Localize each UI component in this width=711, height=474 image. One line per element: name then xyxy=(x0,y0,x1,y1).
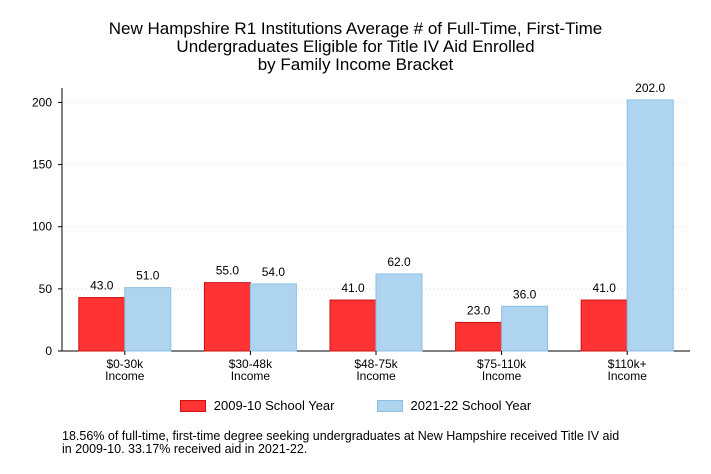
bar-series-1-1 xyxy=(78,297,126,352)
footnote-line-1: 18.56% of full-time, first-time degree s… xyxy=(62,429,620,443)
bar-series-2-2 xyxy=(249,283,297,352)
chart-title-line-3: by Family Income Bracket xyxy=(257,55,454,74)
data-label-series-2-5: 202.0 xyxy=(635,81,665,95)
bar-series-1-3 xyxy=(329,299,377,352)
y-tick-label-0: 0 xyxy=(45,344,52,358)
bar-series-2-1 xyxy=(124,287,172,352)
data-label-series-1-4: 23.0 xyxy=(467,303,491,317)
x-tick-label-3-line-2: Income xyxy=(356,369,396,383)
bar-series-1-4 xyxy=(455,321,503,352)
y-tick-label-100: 100 xyxy=(32,220,52,234)
data-label-series-2-3: 62.0 xyxy=(387,255,411,269)
legend-label-series-2: 2021-22 School Year xyxy=(410,398,532,413)
x-tick-label-5-line-1: $110k+ xyxy=(608,357,647,371)
data-label-series-1-2: 55.0 xyxy=(216,264,240,278)
data-label-series-2-2: 54.0 xyxy=(262,265,286,279)
legend-label-series-1: 2009-10 School Year xyxy=(213,398,335,413)
x-tick-label-4-line-2: Income xyxy=(482,369,522,383)
x-tick-label-3-line-1: $48-75k xyxy=(354,357,398,371)
y-tick-label-200: 200 xyxy=(32,95,52,109)
x-tick-label-5-line-2: Income xyxy=(608,369,648,383)
chart-title: New Hampshire R1 Institutions Average # … xyxy=(0,20,711,74)
x-tick-label-1-line-1: $0-30k xyxy=(106,357,144,371)
bar-series-1-2 xyxy=(203,282,251,352)
y-tick-label-50: 50 xyxy=(39,282,53,296)
bar-series-2-5 xyxy=(626,99,674,352)
data-label-series-1-1: 43.0 xyxy=(90,279,114,293)
legend-item-series-1: 2009-10 School Year xyxy=(179,398,335,413)
data-label-series-1-5: 41.0 xyxy=(593,281,617,295)
legend-swatch-series-2 xyxy=(376,399,403,412)
data-label-series-2-1: 51.0 xyxy=(136,269,160,283)
data-label-series-2-4: 36.0 xyxy=(513,287,537,301)
chart-title-line-1: New Hampshire R1 Institutions Average # … xyxy=(108,19,603,38)
legend-swatch-series-1 xyxy=(179,399,206,412)
chart-footnote: 18.56% of full-time, first-time degree s… xyxy=(62,430,682,456)
bar-series-2-4 xyxy=(501,305,549,352)
x-tick-label-4-line-1: $75-110k xyxy=(477,357,527,371)
chart-legend: 2009-10 School Year 2021-22 School Year xyxy=(0,398,711,413)
y-tick-label-150: 150 xyxy=(32,158,52,172)
x-tick-label-1-line-2: Income xyxy=(105,369,145,383)
x-tick-label-2-line-2: Income xyxy=(231,369,271,383)
legend-item-series-2: 2021-22 School Year xyxy=(376,398,532,413)
footnote-line-2: in 2009-10. 33.17% received aid in 2021-… xyxy=(62,442,308,456)
bar-series-2-3 xyxy=(375,273,423,352)
x-tick-label-2-line-1: $30-48k xyxy=(229,357,273,371)
chart-title-line-2: Undergraduates Eligible for Title IV Aid… xyxy=(176,37,535,56)
bar-series-1-5 xyxy=(580,299,628,352)
data-label-series-1-3: 41.0 xyxy=(341,281,365,295)
